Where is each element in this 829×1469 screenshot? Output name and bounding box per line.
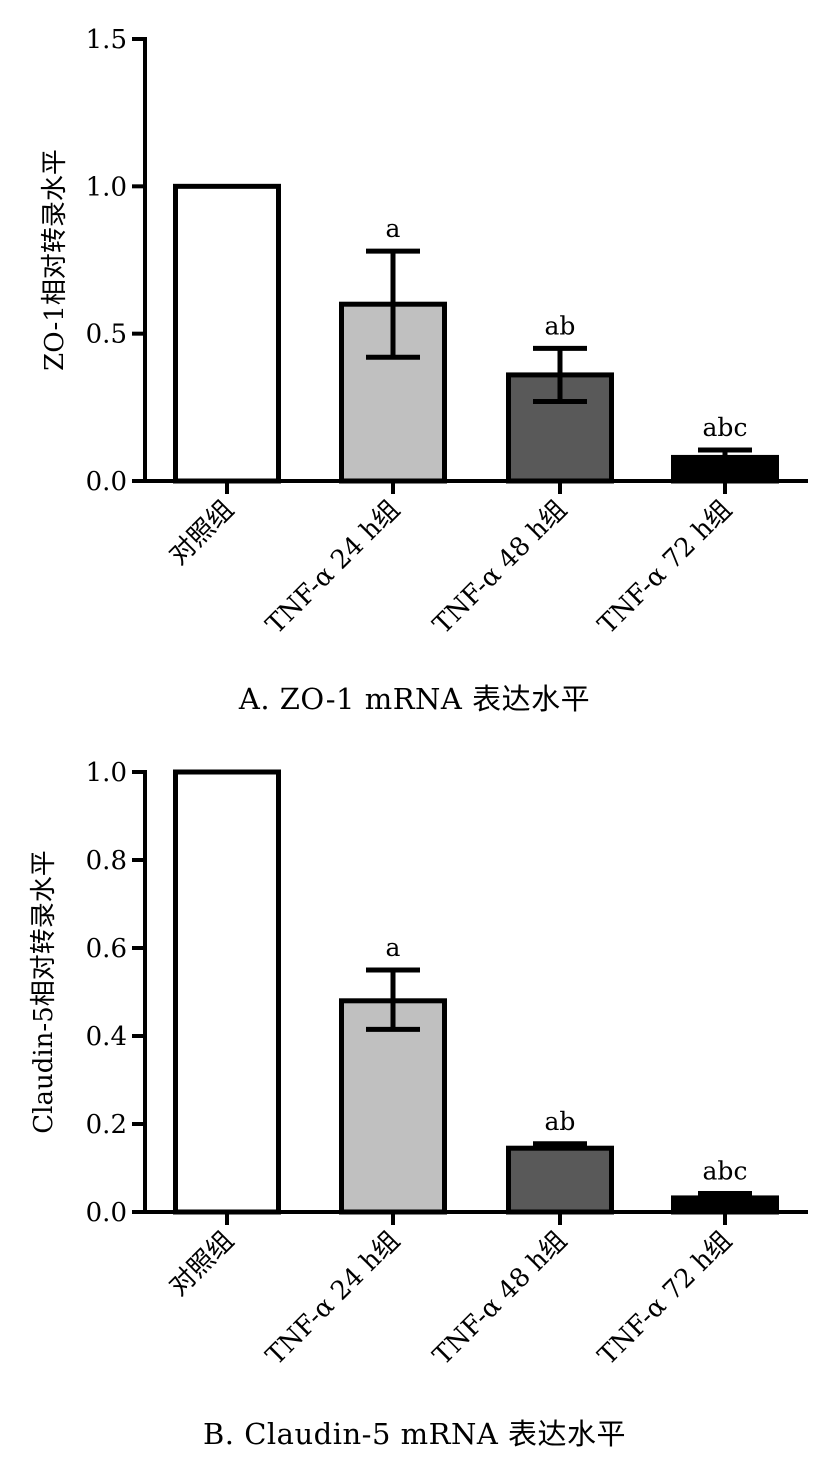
zo1-y-tick-label-3: 1.5: [86, 25, 127, 55]
claudin5-y-tick-label-2: 0.4: [86, 1022, 127, 1052]
zo1-significance-label-1: a: [386, 214, 401, 243]
zo1-x-tick-label-3: TNF-α 72 h组: [593, 495, 738, 640]
claudin5-bar-1: [339, 998, 447, 1215]
claudin5-chart: a ab abc 0.0 0.2 0.4 0.6 0.8 1.0 对照组 TNF-α 24 h组 TN…: [0, 735, 829, 1409]
claudin5-bar-2: [506, 1145, 614, 1215]
zo1-bar-0: [173, 183, 281, 484]
zo1-x-tick-label-0: 对照组: [164, 495, 240, 571]
claudin5-x-tick-label-1: TNF-α 24 h组: [261, 1226, 406, 1371]
zo1-significance-label-3: abc: [703, 413, 748, 442]
zo1-chart-svg: a ab abc 0.0 0.5 1.0 1.5 对照组 TNF-α 24 h组 TNF-α 48…: [40, 25, 808, 640]
claudin5-chart-caption: B. Claudin-5 mRNA 表达水平: [202, 1417, 627, 1451]
claudin5-y-tick-label-5: 1.0: [86, 758, 127, 788]
claudin5-y-tick-label-4: 0.8: [86, 846, 127, 876]
claudin5-significance-label-2: ab: [545, 1107, 576, 1136]
claudin5-x-tick-label-2: TNF-α 48 h组: [428, 1226, 573, 1371]
claudin5-y-tick-label-0: 0.0: [86, 1198, 127, 1228]
zo1-x-tick-label-1: TNF-α 24 h组: [261, 495, 406, 640]
claudin5-y-axis-label: Claudin-5相对转录水平: [29, 850, 59, 1134]
zo1-y-tick-label-2: 1.0: [86, 172, 127, 202]
claudin5-significance-label-3: abc: [703, 1157, 748, 1186]
claudin5-x-tick-label-0: 对照组: [164, 1226, 240, 1302]
claudin5-x-tick-label-3: TNF-α 72 h组: [593, 1226, 738, 1371]
claudin5-bar-3: [671, 1195, 779, 1215]
claudin5-y-tick-label-1: 0.2: [86, 1110, 127, 1140]
zo1-x-tick-label-2: TNF-α 48 h组: [428, 495, 573, 640]
claudin5-significance-label-1: a: [386, 933, 401, 962]
zo1-bar-3: [671, 454, 779, 484]
zo1-y-tick-label-0: 0.0: [86, 467, 127, 497]
zo1-y-axis-label: ZO-1相对转录水平: [40, 149, 70, 371]
claudin5-y-tick-label-3: 0.6: [86, 934, 127, 964]
zo1-chart-caption: A. ZO-1 mRNA 表达水平: [238, 682, 591, 716]
zo1-y-tick-label-1: 0.5: [86, 320, 127, 350]
zo1-chart: a ab abc 0.0 0.5 1.0 1.5 对照组 TNF-α 24 h组 TNF-α 48…: [0, 0, 829, 674]
zo1-significance-label-2: ab: [545, 311, 576, 340]
claudin5-bar-0: [173, 769, 281, 1215]
